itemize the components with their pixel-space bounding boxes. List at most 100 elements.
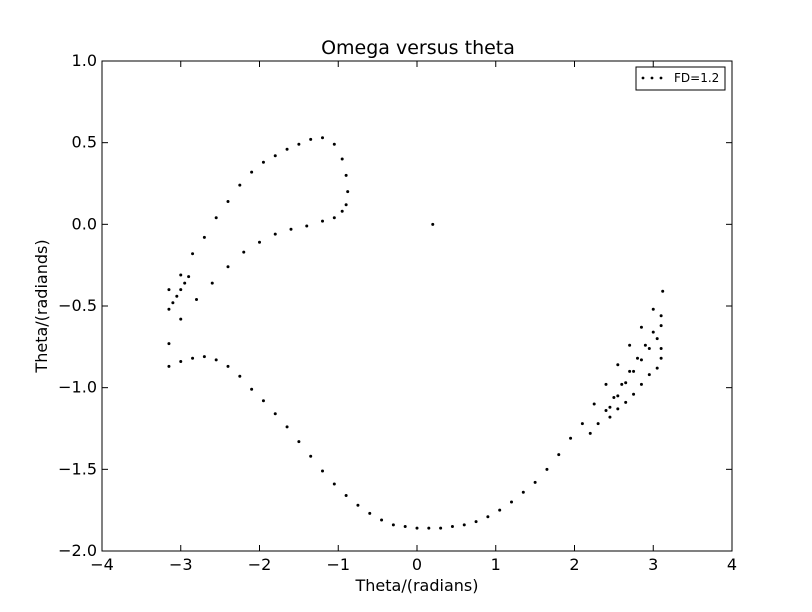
data-point bbox=[632, 392, 636, 396]
data-point bbox=[344, 173, 348, 177]
data-point bbox=[661, 289, 665, 293]
data-point bbox=[628, 369, 632, 373]
data-point bbox=[332, 142, 336, 146]
x-tick-label: −1 bbox=[326, 555, 350, 574]
data-point bbox=[210, 281, 214, 285]
data-point bbox=[655, 337, 659, 341]
data-point bbox=[439, 526, 443, 530]
data-point bbox=[285, 425, 289, 429]
data-point bbox=[167, 342, 171, 346]
x-tick-label: 1 bbox=[491, 555, 501, 574]
data-point bbox=[226, 199, 230, 203]
data-point bbox=[368, 511, 372, 515]
y-tick-label: 0.0 bbox=[72, 214, 97, 233]
data-point bbox=[191, 356, 195, 360]
data-point bbox=[238, 374, 242, 378]
data-point bbox=[250, 170, 254, 174]
data-point bbox=[167, 288, 171, 292]
data-point bbox=[321, 136, 324, 140]
data-point bbox=[309, 454, 313, 458]
legend-label: FD=1.2 bbox=[674, 71, 719, 85]
data-point bbox=[332, 482, 336, 486]
data-point bbox=[179, 317, 183, 321]
data-point bbox=[391, 523, 395, 527]
y-axis-title: Theta/(radiands) bbox=[32, 239, 51, 373]
x-tick-label: 3 bbox=[648, 555, 658, 574]
x-tick-label: 0 bbox=[412, 555, 422, 574]
data-point bbox=[651, 307, 655, 311]
data-point bbox=[403, 525, 407, 528]
data-point bbox=[187, 275, 191, 279]
data-point bbox=[273, 154, 277, 158]
data-point bbox=[659, 356, 663, 360]
data-point bbox=[604, 382, 608, 386]
data-point bbox=[321, 219, 324, 223]
data-point bbox=[289, 227, 293, 231]
data-point bbox=[179, 273, 183, 277]
data-point bbox=[175, 294, 179, 298]
data-point bbox=[632, 369, 636, 373]
data-point bbox=[612, 395, 616, 399]
y-tick-label: −2.0 bbox=[58, 541, 97, 560]
data-point bbox=[297, 440, 301, 444]
data-point bbox=[214, 216, 218, 220]
data-point bbox=[226, 364, 230, 368]
data-point bbox=[191, 252, 195, 256]
data-point bbox=[427, 526, 431, 530]
data-point bbox=[624, 381, 628, 385]
data-point bbox=[179, 360, 183, 364]
data-point bbox=[580, 422, 584, 426]
x-tick-label: −2 bbox=[248, 555, 272, 574]
data-point bbox=[321, 469, 324, 473]
chart-title: Omega versus theta bbox=[321, 37, 515, 59]
data-point bbox=[596, 422, 600, 426]
data-point bbox=[620, 382, 624, 386]
data-point bbox=[462, 523, 466, 527]
data-point bbox=[273, 412, 277, 416]
data-point bbox=[202, 235, 206, 239]
data-point bbox=[510, 500, 513, 504]
data-point bbox=[450, 525, 454, 528]
data-point bbox=[183, 281, 187, 285]
data-point bbox=[628, 343, 632, 347]
data-point bbox=[346, 190, 350, 194]
x-tick-label: 2 bbox=[569, 555, 579, 574]
y-axis-tick-labels: −2.0 −1.5 −1.0 −0.5 0.0 0.5 1.0 bbox=[58, 51, 97, 560]
data-point bbox=[297, 142, 301, 146]
legend: FD=1.2 bbox=[635, 66, 726, 91]
data-point bbox=[616, 363, 620, 367]
data-point bbox=[202, 355, 206, 359]
data-point bbox=[569, 436, 573, 440]
y-tick-label: 1.0 bbox=[72, 51, 97, 70]
x-axis-tick-labels: −4 −3 −2 −1 0 1 2 3 4 bbox=[90, 555, 737, 574]
x-tick-label: 4 bbox=[727, 555, 737, 574]
data-point bbox=[486, 515, 490, 519]
data-point bbox=[655, 366, 659, 370]
data-point bbox=[167, 307, 171, 311]
x-axis-title: Theta/(radians) bbox=[355, 576, 479, 595]
data-point bbox=[639, 325, 643, 329]
data-point bbox=[624, 400, 628, 404]
data-point bbox=[332, 216, 336, 220]
data-point bbox=[167, 364, 171, 368]
data-point bbox=[258, 240, 261, 244]
data-point bbox=[195, 297, 198, 301]
data-point bbox=[636, 356, 639, 360]
data-point bbox=[498, 508, 502, 512]
axis-ticks bbox=[101, 60, 733, 552]
data-point bbox=[647, 373, 651, 377]
data-point bbox=[639, 382, 643, 386]
legend-marker-dot bbox=[659, 76, 663, 80]
data-point bbox=[643, 343, 647, 347]
data-point bbox=[356, 503, 360, 507]
data-point bbox=[659, 346, 663, 350]
scatter-points bbox=[167, 136, 665, 530]
x-tick-label: −4 bbox=[90, 555, 114, 574]
data-point bbox=[261, 399, 265, 403]
data-point bbox=[557, 453, 561, 457]
data-point bbox=[380, 518, 384, 522]
data-point bbox=[659, 324, 663, 328]
data-point bbox=[285, 147, 289, 151]
